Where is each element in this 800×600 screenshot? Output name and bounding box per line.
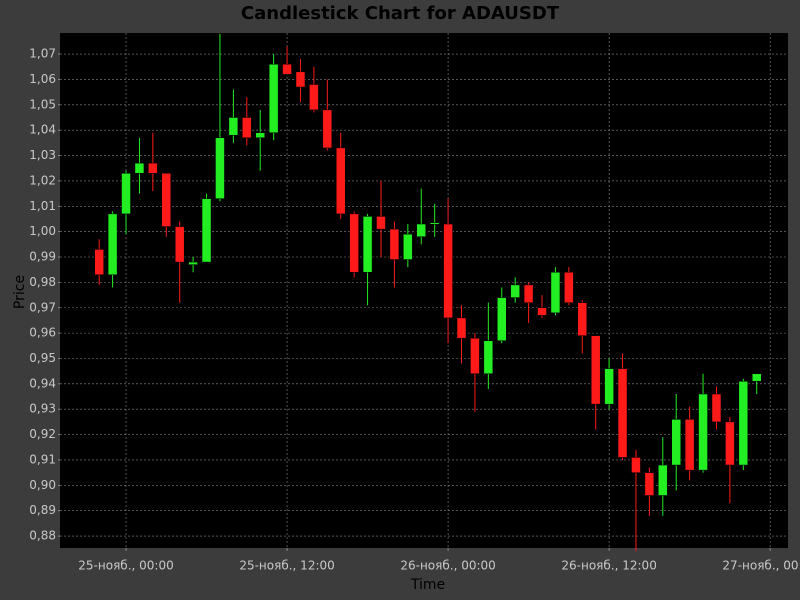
candle-body <box>215 137 225 199</box>
plot-area <box>60 33 788 548</box>
candle-body <box>309 84 319 111</box>
candle-body <box>510 284 520 298</box>
candle-body <box>201 198 212 263</box>
x-tick-label: 27-нояб., 00:00 <box>722 559 800 573</box>
candle-body <box>376 216 386 230</box>
candle-body <box>684 419 695 471</box>
candle-body <box>295 71 306 88</box>
candle-body <box>497 297 507 341</box>
candle-body <box>282 63 292 75</box>
candle-body <box>335 147 346 215</box>
y-tick-label: 1,01 <box>29 199 56 213</box>
candle-body <box>255 132 265 139</box>
candle-body <box>416 223 426 237</box>
candle-body <box>725 421 735 466</box>
candle-body <box>738 381 749 466</box>
y-tick-label: 0,91 <box>29 452 56 466</box>
candle-body <box>429 222 440 225</box>
y-tick-label: 1,05 <box>29 97 56 111</box>
x-tick-label: 25-нояб., 00:00 <box>78 559 173 573</box>
candle-body <box>161 173 172 227</box>
candle-body <box>94 249 104 276</box>
y-tick-label: 0,90 <box>29 478 56 492</box>
y-tick-label: 1,00 <box>29 224 56 238</box>
candle-body <box>604 368 614 405</box>
candle-body <box>268 63 279 133</box>
y-tick-label: 0,94 <box>29 376 56 390</box>
candle-body <box>711 393 722 423</box>
y-tick-label: 0,99 <box>29 250 56 264</box>
candle-body <box>537 307 547 316</box>
y-tick-label: 1,03 <box>29 148 56 162</box>
candle-body <box>349 213 359 273</box>
y-axis-label: Price <box>12 275 28 309</box>
candle-body <box>658 464 668 496</box>
candle-body <box>188 261 198 265</box>
candle-body <box>631 457 641 473</box>
y-tick-label: 0,95 <box>29 351 56 365</box>
candle-body <box>644 472 655 496</box>
candle-body <box>174 226 185 263</box>
candle-body <box>443 223 453 319</box>
y-tick-label: 0,97 <box>29 300 56 314</box>
candle-body <box>590 335 601 405</box>
x-tick-label: 25-нояб., 12:00 <box>239 559 334 573</box>
candle-body <box>617 368 628 458</box>
candle-body <box>228 117 239 136</box>
y-tick-label: 0,92 <box>29 427 56 441</box>
candle-body <box>470 337 480 374</box>
candle-body <box>134 162 145 174</box>
y-tick-label: 1,02 <box>29 173 56 187</box>
candle-body <box>523 284 534 303</box>
candle-body <box>362 216 373 273</box>
x-axis-label: Time <box>410 577 445 593</box>
y-tick-label: 1,07 <box>29 47 56 61</box>
y-tick-label: 1,06 <box>29 72 56 86</box>
y-tick-label: 0,93 <box>29 402 56 416</box>
candle-body <box>577 302 588 336</box>
candle-body <box>550 271 561 314</box>
candle-body <box>671 419 681 466</box>
candle-body <box>483 340 494 374</box>
y-tick-label: 1,04 <box>29 123 56 137</box>
candle-body <box>403 233 413 260</box>
y-tick-label: 0,96 <box>29 326 56 340</box>
chart-title: Candlestick Chart for ADAUSDT <box>241 3 560 24</box>
candle-body <box>148 162 158 174</box>
candle-body <box>322 109 333 149</box>
candle-body <box>698 393 708 471</box>
y-tick-label: 0,88 <box>29 529 56 543</box>
candle-body <box>121 173 131 215</box>
candle-body <box>564 271 574 303</box>
x-tick-label: 26-нояб., 00:00 <box>400 559 495 573</box>
candle-body <box>456 317 467 339</box>
x-tick-label: 26-нояб., 12:00 <box>561 559 656 573</box>
candle-body <box>751 373 762 382</box>
y-tick-label: 0,98 <box>29 275 56 289</box>
y-tick-label: 0,89 <box>29 503 56 517</box>
candle-body <box>389 228 400 260</box>
candle-body <box>107 213 118 276</box>
candle-body <box>242 117 252 139</box>
